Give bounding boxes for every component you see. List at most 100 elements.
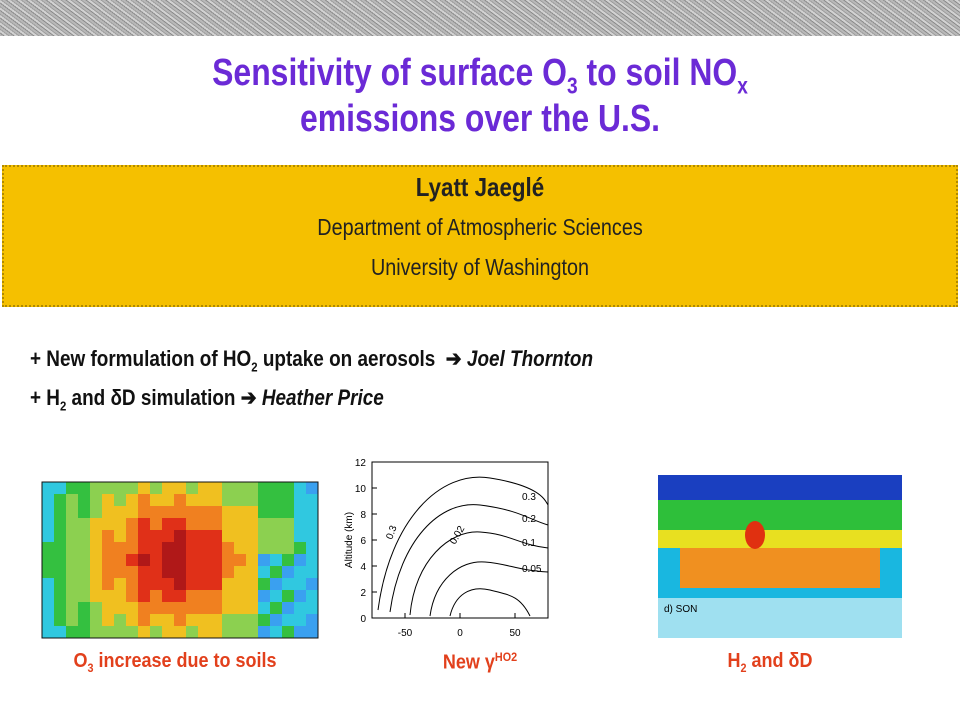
map-cell	[126, 494, 139, 507]
map-band	[658, 530, 902, 548]
map-cell	[246, 614, 259, 627]
map-cell	[102, 578, 115, 591]
map-cell	[42, 542, 55, 555]
map-cell	[162, 506, 175, 519]
map-cell	[78, 614, 91, 627]
map-cell	[150, 518, 163, 531]
map-cell	[102, 542, 115, 555]
title-sub: 3	[566, 72, 578, 99]
map-cell	[90, 506, 103, 519]
map-cell	[234, 590, 247, 603]
y-tick-label: 2	[360, 588, 366, 599]
map-cell	[282, 518, 295, 531]
map-cell	[186, 578, 199, 591]
map-cell	[42, 506, 55, 519]
map-cell	[258, 542, 271, 555]
map-cell	[246, 578, 259, 591]
map-cell	[174, 542, 187, 555]
map-cell	[90, 566, 103, 579]
map-cell	[150, 566, 163, 579]
y-tick-label: 4	[360, 562, 366, 573]
map-cell	[258, 530, 271, 543]
map-cell	[210, 602, 223, 615]
map-cell	[126, 482, 139, 495]
map-cell	[42, 566, 55, 579]
map-cell	[270, 566, 283, 579]
map-cell	[54, 554, 67, 567]
map-cell	[270, 482, 283, 495]
map-cell	[90, 602, 103, 615]
y-tick-label: 10	[355, 484, 367, 495]
map-cell	[114, 602, 127, 615]
map-cell	[282, 614, 295, 627]
map-cell	[306, 554, 319, 567]
map-cell	[234, 554, 247, 567]
map-cell	[54, 542, 67, 555]
map-cell	[102, 602, 115, 615]
map-cell	[78, 530, 91, 543]
bullet-text: + H	[30, 385, 60, 410]
y-tick-label: 6	[360, 536, 366, 547]
map-cell	[150, 542, 163, 555]
map-cell	[282, 530, 295, 543]
map-cell	[66, 518, 79, 531]
map-cell	[306, 518, 319, 531]
caption-text: and δD	[746, 650, 813, 672]
map-cell	[222, 542, 235, 555]
map-cell	[198, 506, 211, 519]
map-cell	[66, 482, 79, 495]
map-cell	[54, 602, 67, 615]
caption: New γHO2	[408, 650, 552, 675]
map-cell	[198, 614, 211, 627]
map-cell	[234, 542, 247, 555]
map-cell	[174, 554, 187, 567]
map-cell	[222, 494, 235, 507]
map-cell	[246, 542, 259, 555]
map-cell	[282, 554, 295, 567]
map-cell	[246, 554, 259, 567]
map-cell	[54, 578, 67, 591]
map-cell	[306, 482, 319, 495]
map-cell	[270, 626, 283, 639]
map-cell	[198, 482, 211, 495]
map-cell	[78, 518, 91, 531]
map-cell	[186, 518, 199, 531]
map-cell	[234, 578, 247, 591]
map-cell	[102, 590, 115, 603]
map-band	[658, 598, 902, 638]
map-cell	[258, 566, 271, 579]
map-cell	[294, 542, 307, 555]
map-cell	[270, 518, 283, 531]
map-cell	[126, 554, 139, 567]
map-cell	[126, 542, 139, 555]
map-cell	[282, 578, 295, 591]
map-cell	[246, 518, 259, 531]
map-cell	[270, 530, 283, 543]
map-cell	[306, 590, 319, 603]
map-cell	[294, 482, 307, 495]
map-cell	[258, 494, 271, 507]
title-text: to soil NO	[577, 52, 738, 94]
map-cell	[138, 554, 151, 567]
map-cell	[270, 494, 283, 507]
map-cell	[102, 506, 115, 519]
map-cell	[138, 566, 151, 579]
map-cell	[234, 506, 247, 519]
map-cell	[102, 614, 115, 627]
x-tick-label: 0	[457, 628, 463, 639]
map-cell	[66, 554, 79, 567]
map-cell	[162, 614, 175, 627]
map-cell	[246, 506, 259, 519]
title-line2: emissions over the U.S.	[299, 98, 661, 140]
map-cell	[174, 506, 187, 519]
map-cell	[66, 542, 79, 555]
map-cell	[186, 506, 199, 519]
map-cell	[222, 614, 235, 627]
map-cell	[150, 554, 163, 567]
map-cell	[258, 626, 271, 639]
map-cell	[294, 566, 307, 579]
map-cell	[42, 590, 55, 603]
map-cell	[54, 494, 67, 507]
map-cell	[258, 506, 271, 519]
